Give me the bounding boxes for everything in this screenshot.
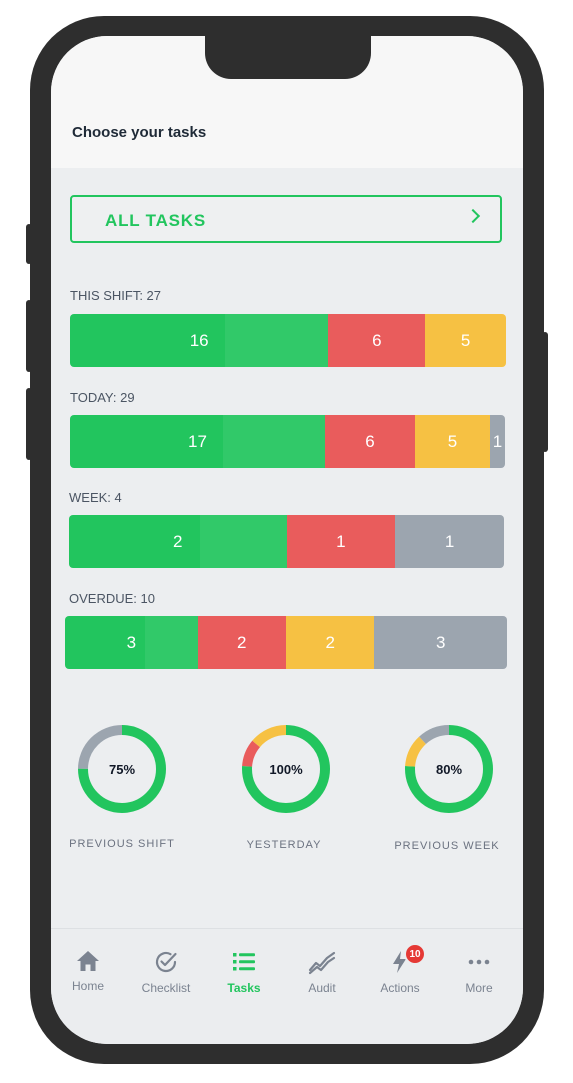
previous-week-label: PREVIOUS WEEK (394, 840, 500, 852)
phone-frame: Choose your tasks ALL TASKS THIS SHIFT: … (26, 16, 548, 1064)
tab-actions[interactable]: 10 Actions (361, 943, 439, 995)
donut-slice (242, 725, 330, 813)
segment-red[interactable]: 2 (197, 616, 286, 669)
segment-red[interactable]: 6 (325, 415, 415, 468)
page-title: Choose your tasks (72, 124, 207, 141)
yesterday-percent: 100% (269, 761, 303, 777)
previous-shift-percent: 75% (108, 761, 136, 777)
tab-more[interactable]: More (440, 949, 518, 995)
yesterday-donut[interactable]: 100% (240, 723, 332, 815)
segment-green[interactable]: 2 (69, 515, 287, 568)
tab-tasks[interactable]: Tasks (205, 949, 283, 995)
checklist-icon (155, 951, 177, 973)
notch (205, 36, 371, 79)
segment-green[interactable]: 16 (70, 314, 329, 367)
segment-grey[interactable]: 1 (395, 515, 504, 568)
week-label: WEEK: 4 (69, 490, 122, 505)
segment-green[interactable]: 3 (65, 616, 198, 669)
tab-tasks-label: Tasks (227, 981, 261, 995)
actions-count-badge: 10 (404, 943, 426, 965)
overdue-label: OVERDUE: 10 (69, 591, 155, 606)
today-label: TODAY: 29 (70, 390, 135, 405)
tab-more-label: More (465, 981, 493, 995)
tab-home-label: Home (71, 979, 104, 993)
donut-slice (78, 725, 166, 813)
segment-grey[interactable]: 3 (374, 616, 507, 669)
app-screen: Choose your tasks ALL TASKS THIS SHIFT: … (51, 36, 523, 1044)
segment-green[interactable]: 17 (70, 415, 325, 468)
all-tasks-button[interactable]: ALL TASKS (70, 195, 502, 243)
bottom-tab-bar: Home Checklist Tasks (51, 928, 523, 1044)
tab-audit[interactable]: Audit (283, 949, 361, 995)
more-dots-icon (468, 959, 490, 965)
side-button (26, 224, 32, 264)
tab-checklist[interactable]: Checklist (127, 949, 205, 995)
segment-yellow[interactable]: 5 (415, 415, 490, 468)
yesterday-label: YESTERDAY (246, 839, 322, 851)
segment-red[interactable]: 6 (328, 314, 426, 367)
this-shift-label: THIS SHIFT: 27 (70, 288, 162, 303)
tab-actions-label: Actions (380, 981, 420, 995)
segment-red[interactable]: 1 (286, 515, 396, 568)
power-button (542, 332, 548, 452)
segment-yellow[interactable]: 5 (425, 314, 506, 367)
chevron-right-icon (465, 208, 481, 224)
tab-checklist-label: Checklist (141, 981, 191, 995)
volume-up-button (26, 300, 32, 372)
actions-bolt-icon (393, 951, 406, 973)
previous-week-donut[interactable]: 80% (403, 723, 495, 815)
segment-yellow[interactable]: 2 (285, 616, 375, 669)
previous-shift-donut[interactable]: 75% (76, 723, 168, 815)
previous-shift-label: PREVIOUS SHIFT (69, 838, 175, 850)
volume-down-button (26, 388, 32, 460)
donut-slice (405, 725, 493, 813)
tab-audit-label: Audit (308, 981, 336, 995)
today-bar: 17 6 5 1 (70, 415, 505, 468)
tab-home[interactable]: Home (51, 949, 127, 993)
segment-grey[interactable]: 1 (490, 415, 505, 468)
tasks-list-icon (233, 953, 255, 971)
this-shift-bar: 16 6 5 (70, 314, 506, 367)
home-icon (77, 951, 99, 971)
all-tasks-label: ALL TASKS (105, 211, 207, 230)
audit-chart-icon (308, 951, 336, 975)
previous-week-percent: 80% (435, 761, 463, 777)
